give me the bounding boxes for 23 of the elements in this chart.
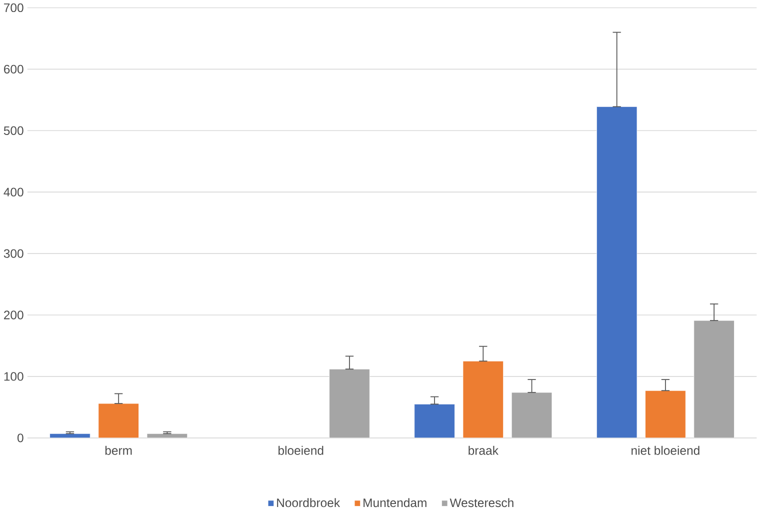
y-tick-label: 600 xyxy=(4,65,24,74)
y-tick-label: 500 xyxy=(4,126,24,136)
x-tick-label: braak xyxy=(468,446,498,456)
legend-label: Westeresch xyxy=(450,498,514,508)
bar xyxy=(596,106,638,438)
x-tick-label: berm xyxy=(105,446,132,456)
bar xyxy=(511,392,552,438)
legend-label: Muntendam xyxy=(364,498,426,508)
bar xyxy=(462,361,504,438)
bar xyxy=(98,403,139,438)
bar xyxy=(329,369,370,438)
bar xyxy=(414,404,455,438)
bar xyxy=(694,320,734,438)
y-tick-label: 700 xyxy=(4,4,24,12)
x-tick-label: bloeiend xyxy=(278,446,324,456)
bar xyxy=(645,390,686,438)
x-tick-label: niet bloeiend xyxy=(632,446,700,456)
y-tick-label: 400 xyxy=(4,188,24,197)
y-tick-label: 300 xyxy=(4,249,24,258)
legend-label: Noordbroek xyxy=(277,498,340,508)
y-tick-label: 0 xyxy=(17,434,24,442)
y-tick-label: 100 xyxy=(4,372,24,381)
y-tick-label: 200 xyxy=(4,310,24,320)
